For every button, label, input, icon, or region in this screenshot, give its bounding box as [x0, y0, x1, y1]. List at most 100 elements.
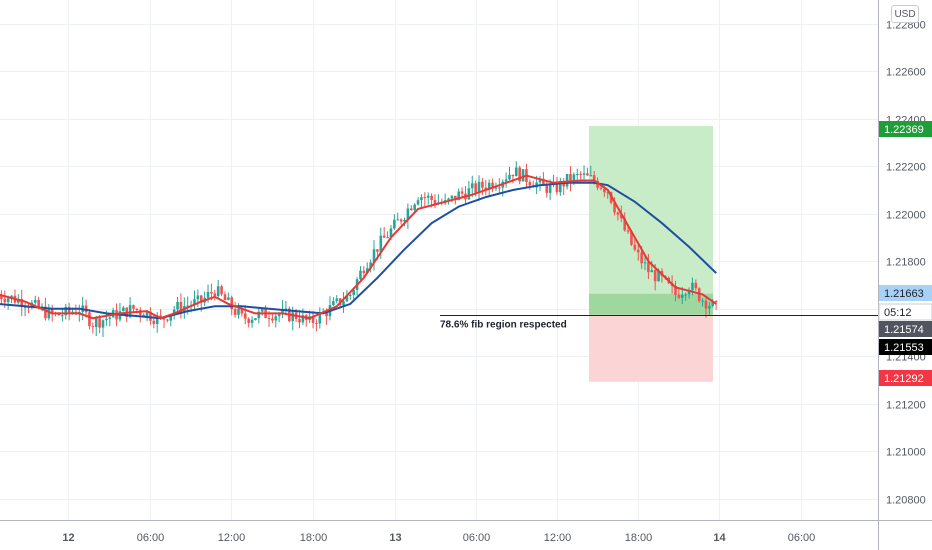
candle-body — [565, 174, 569, 187]
down-candle — [518, 165, 521, 185]
candle-body — [230, 297, 234, 310]
up-candle — [443, 193, 447, 205]
candle-body — [406, 208, 410, 221]
candle-body — [416, 200, 420, 205]
candle-body — [620, 214, 623, 219]
candle-body — [470, 183, 474, 189]
candle-body — [484, 187, 488, 190]
up-candle — [708, 302, 711, 315]
candle-body — [396, 219, 400, 221]
candle-body — [504, 179, 508, 182]
candle-body — [277, 314, 281, 317]
down-candle — [132, 304, 135, 312]
down-candle — [0, 290, 3, 304]
candle-body — [166, 319, 169, 321]
horizontal-line-layer: 78.6% fib region respected — [440, 315, 878, 331]
down-candle — [20, 289, 24, 317]
down-candle — [599, 186, 603, 191]
candle-body — [379, 235, 383, 252]
x-tick-label: 06:00 — [788, 532, 816, 544]
candle-body — [518, 167, 521, 182]
price-tags: 1.22369 1.21663 05:12 1.21574 1.21553 1.21292 — [878, 121, 932, 386]
up-candle — [332, 296, 335, 306]
price-tag: 05:12 — [878, 303, 932, 321]
up-candle — [118, 302, 122, 322]
down-candle — [271, 313, 274, 324]
candle-body — [542, 178, 545, 185]
position-zones — [589, 126, 713, 382]
price-tag-label: 1.22369 — [884, 124, 924, 136]
chart-grid — [0, 0, 878, 520]
down-candle — [162, 316, 166, 328]
currency-button[interactable]: USD — [891, 5, 919, 23]
up-candle — [406, 203, 410, 229]
candle-body — [616, 212, 620, 215]
candle-body — [389, 228, 393, 238]
down-candle — [264, 305, 267, 319]
candle-body — [477, 181, 481, 193]
candle-body — [105, 318, 108, 321]
up-candle — [274, 314, 278, 328]
candle-body — [88, 312, 91, 327]
up-candle — [61, 308, 64, 322]
candle-body — [98, 318, 101, 328]
candle-body — [216, 286, 220, 297]
candle-body — [260, 308, 264, 312]
candle-body — [240, 308, 244, 314]
price-tag-label: 1.21663 — [884, 288, 924, 300]
up-candle — [227, 292, 230, 301]
price-tag: 1.22369 — [879, 121, 932, 137]
candle-body — [155, 315, 159, 324]
candle-body — [487, 182, 491, 190]
y-tick-label: 1.22000 — [886, 210, 926, 222]
candle-body — [325, 311, 328, 317]
candle-body — [569, 174, 572, 182]
candle-body — [633, 244, 637, 250]
x-tick-label: 06:00 — [137, 532, 165, 544]
up-candle — [335, 295, 339, 304]
candle-body — [708, 305, 711, 309]
candle-body — [101, 320, 105, 328]
candle-body — [481, 181, 484, 188]
candle-body — [559, 180, 562, 193]
candle-body — [386, 237, 389, 239]
candle-body — [352, 290, 355, 295]
candle-body — [399, 219, 403, 222]
y-tick-label: 1.21000 — [886, 447, 926, 459]
candle-body — [687, 290, 691, 295]
candle-body — [555, 183, 559, 193]
candle-body — [210, 292, 213, 294]
candle-body — [528, 181, 532, 186]
candle-body — [132, 305, 135, 309]
candle-body — [508, 174, 511, 180]
candle-body — [267, 317, 271, 319]
candle-body — [521, 169, 525, 182]
candle-body — [647, 262, 650, 273]
candle-body — [257, 311, 261, 319]
candle-body — [694, 282, 698, 289]
x-tick-label: 12:00 — [544, 532, 572, 544]
candle-body — [3, 298, 7, 303]
candle-body — [193, 299, 196, 306]
candle-body — [613, 202, 616, 213]
down-candle — [714, 300, 718, 310]
candle-body — [409, 208, 413, 211]
candle-body — [457, 191, 460, 201]
loss-zone — [589, 314, 713, 382]
candle-body — [393, 219, 396, 229]
candle-body — [108, 317, 112, 319]
candle-body — [643, 262, 647, 264]
down-candle — [562, 178, 566, 196]
candle-body — [365, 268, 369, 274]
candle-body — [538, 178, 542, 183]
up-candle — [650, 260, 654, 273]
down-candle — [423, 192, 427, 207]
down-candle — [586, 167, 589, 176]
up-candle — [416, 197, 420, 206]
up-candle — [369, 259, 372, 273]
down-candle — [433, 194, 437, 209]
up-candle — [684, 292, 687, 301]
candle-body — [301, 315, 305, 323]
down-candle — [247, 317, 250, 328]
